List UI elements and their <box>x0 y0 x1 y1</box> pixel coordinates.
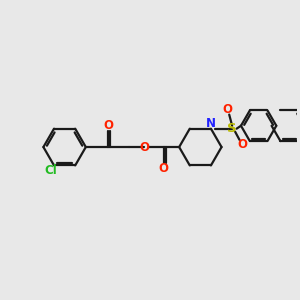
Text: O: O <box>158 162 169 175</box>
Text: O: O <box>103 119 113 132</box>
Text: O: O <box>140 141 149 154</box>
Text: N: N <box>206 117 216 130</box>
Text: O: O <box>238 138 248 152</box>
Text: Cl: Cl <box>45 164 57 177</box>
Text: S: S <box>227 122 237 135</box>
Text: O: O <box>223 103 233 116</box>
